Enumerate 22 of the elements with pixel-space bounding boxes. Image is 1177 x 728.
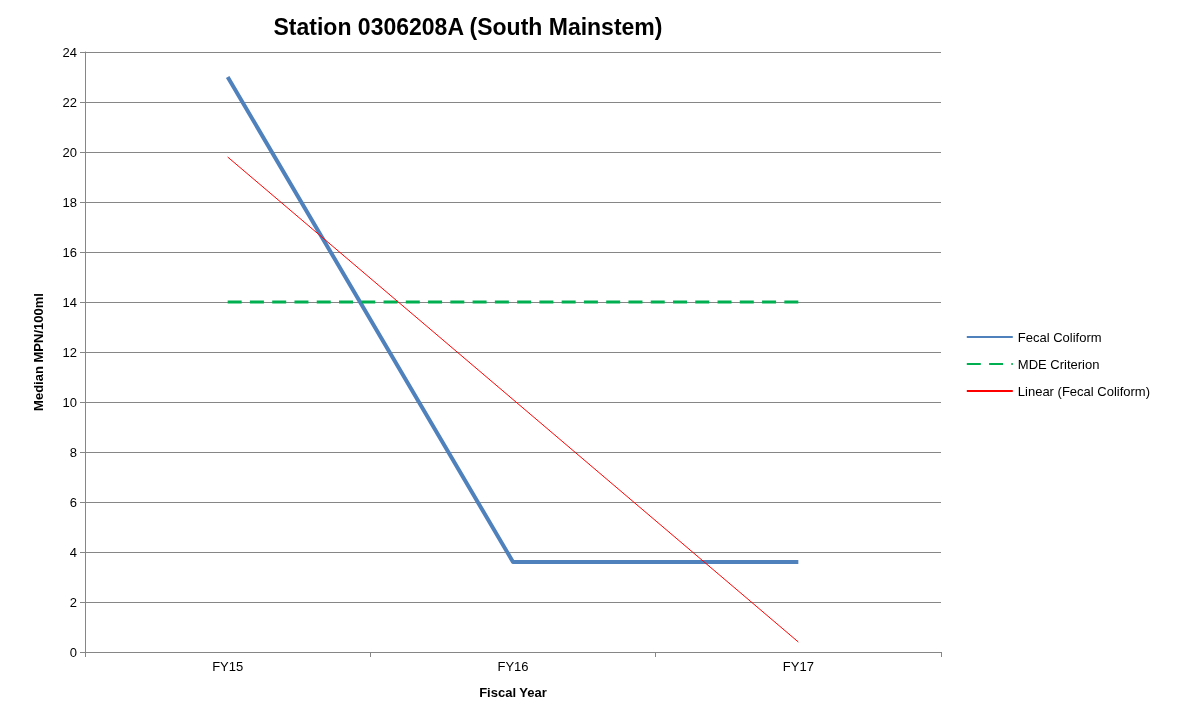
y-tick-label: 22 xyxy=(62,94,77,110)
y-tick-label: 12 xyxy=(62,344,77,360)
y-tick-label: 10 xyxy=(62,394,77,410)
legend-label: Linear (Fecal Coliform) xyxy=(1017,383,1150,399)
x-tick-label: FY17 xyxy=(782,659,814,674)
y-tick-label: 24 xyxy=(62,44,77,60)
y-tick-label: 4 xyxy=(69,544,77,560)
y-tick-label: 6 xyxy=(69,494,77,510)
y-tick-label: 20 xyxy=(62,144,77,160)
x-tick-label: FY15 xyxy=(212,659,244,674)
y-tick-label: 14 xyxy=(62,294,77,310)
y-axis-title: Median MPN/100ml xyxy=(31,293,46,411)
y-tick-label: 18 xyxy=(62,194,77,210)
x-axis-title: Fiscal Year xyxy=(479,685,547,700)
chart-title: Station 0306208A (South Mainstem) xyxy=(273,13,663,40)
y-tick-label: 0 xyxy=(69,644,77,660)
legend-label: Fecal Coliform xyxy=(1017,329,1102,345)
x-tick-label: FY16 xyxy=(497,659,529,674)
y-tick-label: 2 xyxy=(69,594,77,610)
y-tick-label: 16 xyxy=(62,244,77,260)
y-tick-label: 8 xyxy=(69,444,77,460)
legend-label: MDE Criterion xyxy=(1017,356,1100,372)
